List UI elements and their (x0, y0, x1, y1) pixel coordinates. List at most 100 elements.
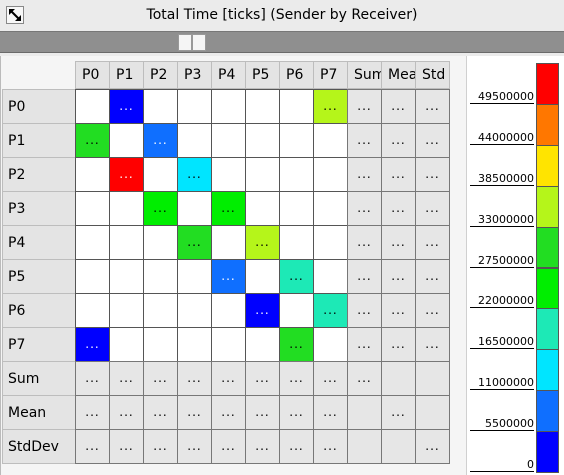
column-header-p4[interactable]: P4 (211, 61, 246, 89)
matrix-cell-p1-sum[interactable]: ... (347, 123, 382, 158)
slider-thumb-right[interactable] (192, 34, 206, 51)
matrix-cell-p4-p1[interactable] (109, 225, 144, 260)
matrix-cell-p6-p6[interactable] (279, 293, 314, 328)
row-header-p4[interactable]: P4 (2, 225, 76, 260)
column-header-std[interactable]: Std (415, 61, 450, 89)
row-header-p6[interactable]: P6 (2, 293, 76, 328)
matrix-cell-stddev-p1[interactable]: ... (109, 429, 144, 464)
matrix-cell-p7-p1[interactable] (109, 327, 144, 362)
row-header-sum[interactable]: Sum (2, 361, 76, 396)
matrix-cell-sum-std[interactable] (415, 361, 450, 396)
column-header-p5[interactable]: P5 (245, 61, 280, 89)
matrix-cell-p0-sum[interactable]: ... (347, 89, 382, 124)
row-header-p3[interactable]: P3 (2, 191, 76, 226)
matrix-cell-stddev-p0[interactable]: ... (75, 429, 110, 464)
matrix-cell-p0-p7[interactable]: ... (313, 89, 348, 124)
column-header-p6[interactable]: P6 (279, 61, 314, 89)
matrix-cell-p6-p2[interactable] (143, 293, 178, 328)
matrix-cell-p2-p7[interactable] (313, 157, 348, 192)
matrix-cell-p1-p6[interactable] (279, 123, 314, 158)
matrix-cell-p3-p0[interactable] (75, 191, 110, 226)
matrix-cell-p1-p4[interactable] (211, 123, 246, 158)
matrix-cell-p6-p0[interactable] (75, 293, 110, 328)
matrix-cell-p5-p2[interactable] (143, 259, 178, 294)
matrix-cell-p3-std[interactable]: ... (415, 191, 450, 226)
column-header-sum[interactable]: Sum (347, 61, 382, 89)
matrix-cell-mean-mean[interactable]: ... (381, 395, 416, 430)
row-header-p1[interactable]: P1 (2, 123, 76, 158)
matrix-cell-p2-p6[interactable] (279, 157, 314, 192)
matrix-cell-stddev-p2[interactable]: ... (143, 429, 178, 464)
column-header-p1[interactable]: P1 (109, 61, 144, 89)
matrix-cell-sum-mean[interactable] (381, 361, 416, 396)
matrix-cell-p6-p1[interactable] (109, 293, 144, 328)
column-header-mean[interactable]: Mean (381, 61, 416, 89)
matrix-cell-mean-p0[interactable]: ... (75, 395, 110, 430)
horizontal-slider[interactable] (0, 31, 564, 53)
matrix-cell-p1-p0[interactable]: ... (75, 123, 110, 158)
matrix-cell-p7-p0[interactable]: ... (75, 327, 110, 362)
matrix-cell-mean-p3[interactable]: ... (177, 395, 212, 430)
matrix-cell-p6-sum[interactable]: ... (347, 293, 382, 328)
column-header-p7[interactable]: P7 (313, 61, 348, 89)
matrix-cell-p2-mean[interactable]: ... (381, 157, 416, 192)
row-header-mean[interactable]: Mean (2, 395, 76, 430)
matrix-cell-p5-std[interactable]: ... (415, 259, 450, 294)
matrix-cell-p5-p4[interactable]: ... (211, 259, 246, 294)
matrix-cell-mean-p4[interactable]: ... (211, 395, 246, 430)
matrix-cell-p7-mean[interactable]: ... (381, 327, 416, 362)
matrix-cell-p0-p3[interactable] (177, 89, 212, 124)
matrix-cell-p2-p0[interactable] (75, 157, 110, 192)
matrix-cell-sum-p3[interactable]: ... (177, 361, 212, 396)
matrix-cell-p5-mean[interactable]: ... (381, 259, 416, 294)
matrix-cell-p4-p0[interactable] (75, 225, 110, 260)
matrix-cell-p1-std[interactable]: ... (415, 123, 450, 158)
matrix-cell-mean-std[interactable] (415, 395, 450, 430)
matrix-cell-p0-p0[interactable] (75, 89, 110, 124)
matrix-cell-p4-p2[interactable] (143, 225, 178, 260)
row-header-stddev[interactable]: StdDev (2, 429, 76, 464)
matrix-cell-p5-p6[interactable]: ... (279, 259, 314, 294)
matrix-cell-p0-p1[interactable]: ... (109, 89, 144, 124)
row-header-p7[interactable]: P7 (2, 327, 76, 362)
matrix-cell-p1-p3[interactable] (177, 123, 212, 158)
matrix-cell-p6-p3[interactable] (177, 293, 212, 328)
matrix-cell-mean-p6[interactable]: ... (279, 395, 314, 430)
column-header-p0[interactable]: P0 (75, 61, 110, 89)
matrix-cell-mean-p1[interactable]: ... (109, 395, 144, 430)
matrix-cell-p2-std[interactable]: ... (415, 157, 450, 192)
resize-icon[interactable] (6, 6, 24, 24)
matrix-cell-p0-p2[interactable] (143, 89, 178, 124)
matrix-cell-p2-p3[interactable]: ... (177, 157, 212, 192)
matrix-cell-p6-p4[interactable] (211, 293, 246, 328)
matrix-cell-p4-p4[interactable] (211, 225, 246, 260)
matrix-cell-stddev-p5[interactable]: ... (245, 429, 280, 464)
slider-thumb[interactable] (178, 34, 208, 51)
matrix-cell-stddev-mean[interactable] (381, 429, 416, 464)
matrix-cell-sum-p0[interactable]: ... (75, 361, 110, 396)
matrix-cell-p0-p5[interactable] (245, 89, 280, 124)
matrix-cell-p3-p1[interactable] (109, 191, 144, 226)
matrix-cell-sum-p1[interactable]: ... (109, 361, 144, 396)
matrix-cell-sum-p7[interactable]: ... (313, 361, 348, 396)
matrix-cell-p7-std[interactable]: ... (415, 327, 450, 362)
matrix-cell-p3-p5[interactable] (245, 191, 280, 226)
matrix-cell-p3-p6[interactable] (279, 191, 314, 226)
matrix-cell-p5-p0[interactable] (75, 259, 110, 294)
column-header-p3[interactable]: P3 (177, 61, 212, 89)
row-header-p5[interactable]: P5 (2, 259, 76, 294)
matrix-cell-p3-sum[interactable]: ... (347, 191, 382, 226)
matrix-cell-p2-sum[interactable]: ... (347, 157, 382, 192)
matrix-cell-sum-p5[interactable]: ... (245, 361, 280, 396)
matrix-cell-sum-sum[interactable]: ... (347, 361, 382, 396)
matrix-cell-p5-p3[interactable] (177, 259, 212, 294)
matrix-cell-p7-p2[interactable] (143, 327, 178, 362)
matrix-cell-p4-mean[interactable]: ... (381, 225, 416, 260)
column-header-p2[interactable]: P2 (143, 61, 178, 89)
matrix-cell-p7-p6[interactable]: ... (279, 327, 314, 362)
matrix-cell-p5-p7[interactable] (313, 259, 348, 294)
matrix-cell-p4-p7[interactable] (313, 225, 348, 260)
matrix-cell-p6-p5[interactable]: ... (245, 293, 280, 328)
matrix-cell-sum-p2[interactable]: ... (143, 361, 178, 396)
matrix-cell-p5-sum[interactable]: ... (347, 259, 382, 294)
